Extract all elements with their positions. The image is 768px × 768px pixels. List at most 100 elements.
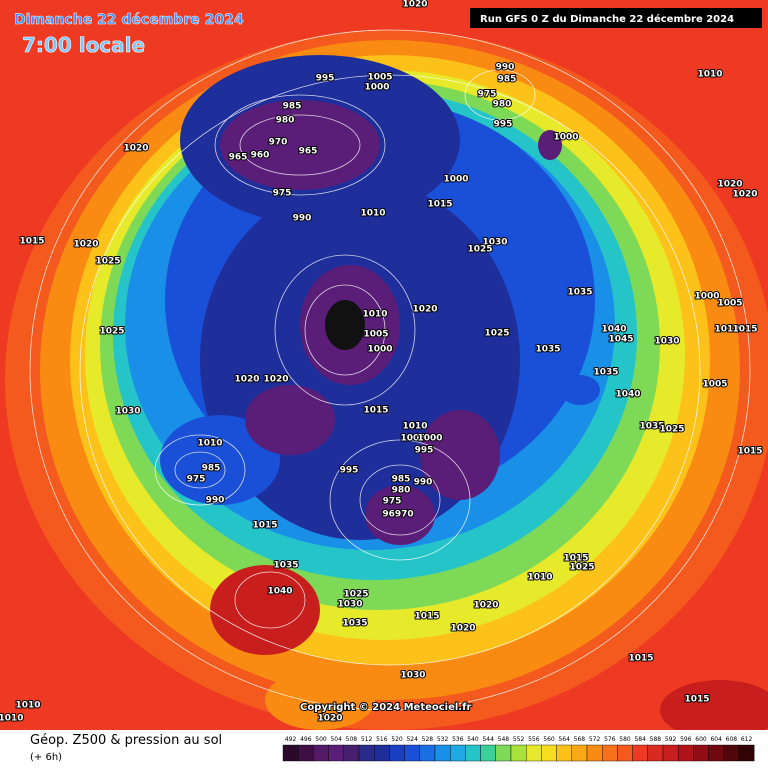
isobar-label: 1035	[567, 288, 592, 298]
isobar-label: 1020	[717, 180, 742, 190]
isobar-label: 1000	[364, 83, 389, 93]
scale-swatch	[389, 744, 405, 762]
scale-swatch	[374, 744, 390, 762]
scale-label: 516	[376, 736, 388, 743]
scale-swatch	[480, 744, 497, 762]
isobar-label: 995	[415, 446, 434, 456]
scale-swatch	[556, 744, 572, 762]
isobar-label: 1015	[737, 447, 762, 457]
scale-label: 536	[452, 736, 464, 743]
isobar-label: 1030	[115, 407, 140, 417]
scale-label: 584	[634, 736, 646, 743]
isobar-label: 1015	[363, 406, 388, 416]
isobar-label: 1000	[367, 345, 392, 355]
isobar-label: 965	[229, 153, 248, 163]
isobar-label: 1015	[684, 695, 709, 705]
scale-swatch	[617, 744, 633, 762]
scale-swatch	[404, 744, 421, 762]
isobar-label: 1020	[473, 601, 498, 611]
isobar-label: 1010	[362, 310, 387, 320]
scale-label: 564	[558, 736, 570, 743]
isobar-label: 1020	[732, 190, 757, 200]
isobar-label: 995	[494, 120, 513, 130]
scale-swatch	[343, 744, 360, 762]
scale-label: 496	[300, 736, 312, 743]
isobar-label: 980	[276, 116, 295, 126]
scale-label: 604	[710, 736, 722, 743]
isobar-label: 1025	[569, 563, 594, 573]
isobar-label: 1010	[0, 714, 24, 724]
isobar-label: 1020	[317, 714, 342, 724]
scale-label: 540	[467, 736, 479, 743]
isobar-label: 1005	[702, 380, 727, 390]
scale-swatch	[358, 744, 375, 762]
scale-label: 596	[680, 736, 692, 743]
scale-label: 552	[513, 736, 525, 743]
isobar-label: 995	[316, 74, 335, 84]
scale-swatch	[282, 744, 299, 762]
isobar-label: 1010	[714, 325, 739, 335]
isobar-label: 1040	[267, 587, 292, 597]
isobar-label: 1010	[360, 209, 385, 219]
isobar-label: 975	[478, 90, 497, 100]
scale-label: 512	[361, 736, 373, 743]
isobar-label: 1005	[363, 330, 388, 340]
isobar-label: 1005	[367, 73, 392, 83]
isobar-label: 1025	[467, 245, 492, 255]
isobar-label: 960	[251, 151, 270, 161]
scale-swatch	[328, 744, 345, 762]
isobar-label: 1005	[717, 299, 742, 309]
scale-label: 588	[650, 736, 662, 743]
isobar-label: 1020	[234, 375, 259, 385]
scale-swatch	[450, 744, 466, 762]
isobar-label: 1000	[694, 292, 719, 302]
isobar-label: 990	[414, 478, 433, 488]
scale-label: 544	[482, 736, 494, 743]
scale-swatch	[723, 744, 740, 762]
isobar-label: 1035	[273, 561, 298, 571]
scale-label: 580	[619, 736, 631, 743]
isobar-label: 1015	[427, 200, 452, 210]
date: Dimanche 22 décembre 2024	[14, 12, 244, 28]
scale-label: 528	[422, 736, 434, 743]
isobar-label: 975	[187, 475, 206, 485]
isobar-label: 1045	[608, 335, 633, 345]
scale-swatch	[495, 744, 512, 762]
isobar-label: 1030	[482, 238, 507, 248]
isobar-label: 995	[340, 466, 359, 476]
scale-swatch	[313, 744, 329, 762]
isobar-label: 1015	[252, 521, 277, 531]
isobar-label: 1010	[697, 70, 722, 80]
isobar-label: 1040	[615, 390, 640, 400]
isobar-label: 1015	[628, 654, 653, 664]
isobar-label: 985	[202, 464, 221, 474]
isobar-label: 990	[293, 214, 312, 224]
scale-label: 608	[726, 736, 738, 743]
isobar-label: 970	[269, 138, 288, 148]
isobar-label: 1010	[15, 701, 40, 711]
isobar-label: 1010	[402, 422, 427, 432]
scale-swatch	[298, 744, 314, 762]
scale-label: 592	[665, 736, 677, 743]
isobar-label: 1000	[553, 133, 578, 143]
scale-swatch	[434, 744, 451, 762]
scale-swatch	[419, 744, 436, 762]
isobar-label: 980	[392, 486, 411, 496]
scale-label: 560	[543, 736, 555, 743]
isobar-label: 1000	[443, 175, 468, 185]
time: 7:00 locale	[22, 33, 145, 57]
isobar-label: 1030	[400, 671, 425, 681]
scale-label: 500	[315, 736, 327, 743]
isobar-label: 980	[493, 100, 512, 110]
isobar-label: 985	[392, 475, 411, 485]
isobar-label: 990	[496, 63, 515, 73]
scale-label: 600	[695, 736, 707, 743]
scale-label: 612	[741, 736, 753, 743]
scale-swatch	[632, 744, 648, 762]
map	[0, 0, 768, 730]
scale-swatch	[678, 744, 694, 762]
isobar-label: 990	[206, 496, 225, 506]
scale-swatch	[586, 744, 603, 762]
isobar-label: 975	[383, 497, 402, 507]
